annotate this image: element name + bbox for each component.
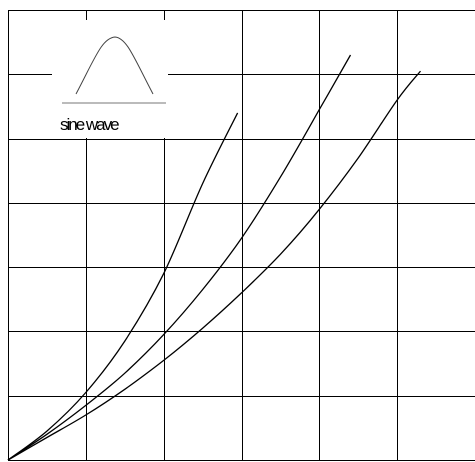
series-lines <box>7 54 422 461</box>
grid <box>8 10 475 461</box>
series-line-2 <box>7 54 352 461</box>
series-line-1 <box>7 112 239 461</box>
half-sine-pulse-icon <box>75 36 154 95</box>
series-line-3 <box>7 70 422 461</box>
legend-label: sine wave <box>60 115 119 134</box>
legend-background <box>52 20 168 138</box>
waveform-legend: sine wave <box>52 20 168 138</box>
